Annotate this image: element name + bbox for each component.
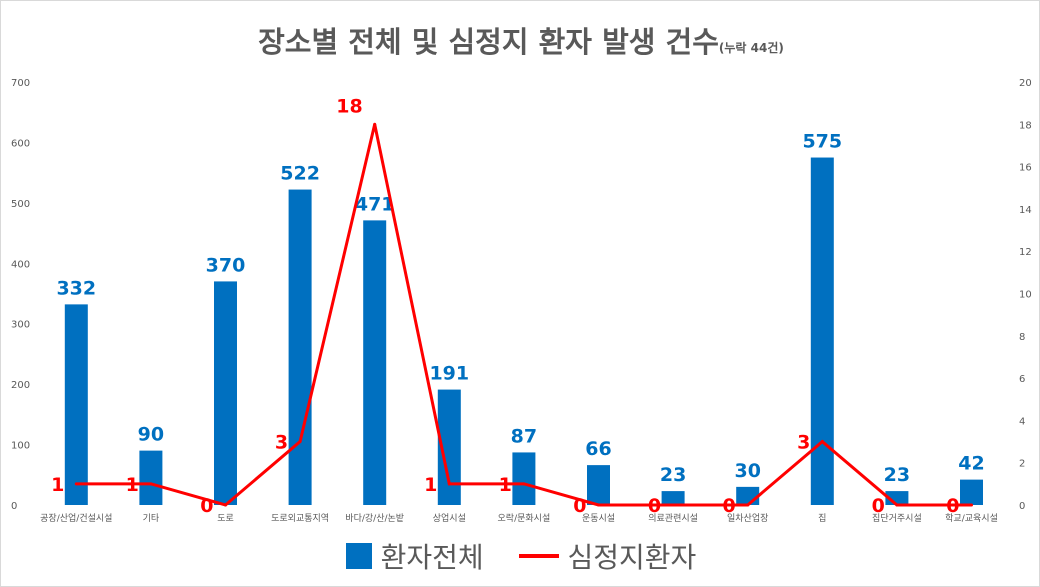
y2-tick-label: 16 xyxy=(1019,163,1032,174)
bar-data-label: 370 xyxy=(206,254,246,276)
legend-bar-swatch xyxy=(345,543,372,569)
line-point xyxy=(224,503,227,507)
bar-data-label: 191 xyxy=(429,363,469,385)
line-point xyxy=(149,482,153,486)
bar xyxy=(587,465,610,505)
legend-bar-label: 환자전체 xyxy=(380,541,484,574)
bar-data-label: 522 xyxy=(280,163,320,185)
y2-tick-label: 0 xyxy=(1019,501,1025,512)
y2-tick-label: 6 xyxy=(1019,374,1025,385)
line-point xyxy=(746,503,750,507)
y-tick-label: 200 xyxy=(11,380,30,391)
bar-data-label: 471 xyxy=(355,193,395,215)
y-tick-label: 600 xyxy=(11,138,30,149)
y2-tick-label: 12 xyxy=(1019,247,1032,258)
line-point xyxy=(820,440,824,444)
line-point xyxy=(74,482,78,486)
bar xyxy=(661,491,685,505)
line-data-label: 1 xyxy=(499,474,512,496)
chart-subtitle: (누락 44건) xyxy=(718,41,784,55)
x-tick-label: 오락/문화시설 xyxy=(498,512,551,524)
line-data-label: 18 xyxy=(336,95,362,117)
bar-data-label: 90 xyxy=(138,424,164,446)
x-tick-label: 의료관련시설 xyxy=(648,513,698,524)
line-data-label: 0 xyxy=(872,495,885,517)
x-tick-label: 상업시설 xyxy=(433,513,466,524)
line-point xyxy=(298,440,302,444)
y2-tick-label: 20 xyxy=(1019,78,1032,89)
bar xyxy=(736,486,760,505)
line-point xyxy=(447,482,451,486)
bar xyxy=(810,157,834,506)
legend-line-label: 심정지환자 xyxy=(567,541,697,574)
line-data-label: 0 xyxy=(946,495,959,517)
y-tick-label: 700 xyxy=(11,78,30,89)
y2-tick-label: 18 xyxy=(1019,120,1032,131)
bar xyxy=(288,189,312,505)
bar-data-label: 42 xyxy=(958,453,984,475)
y-tick-label: 500 xyxy=(11,199,30,210)
bar xyxy=(214,281,237,505)
x-tick-label: 집단거주시설 xyxy=(872,512,922,524)
legend: 환자전체 심정지환자 xyxy=(1,536,1039,576)
chart-title: 장소별 전체 및 심정지 환자 발생 건수(누락 44건) xyxy=(258,25,784,59)
x-tick-label: 도로외교통지역 xyxy=(271,512,329,524)
line-data-label: 0 xyxy=(648,495,661,517)
line-data-label: 1 xyxy=(51,474,64,496)
y2-tick-label: 8 xyxy=(1019,332,1025,343)
line-point xyxy=(522,482,526,486)
line-data-label: 0 xyxy=(722,495,735,517)
line-point xyxy=(597,503,600,507)
line-data-label: 3 xyxy=(275,432,288,454)
line-data-label: 0 xyxy=(200,495,213,517)
y2-tick-label: 10 xyxy=(1019,290,1032,301)
line-point xyxy=(895,503,899,507)
bar xyxy=(363,220,387,506)
bar xyxy=(512,452,536,505)
line-data-label: 0 xyxy=(573,495,586,517)
line-point xyxy=(373,122,377,126)
x-tick-label: 집 xyxy=(818,512,826,524)
line-data-label: 3 xyxy=(797,432,810,454)
bar xyxy=(960,479,983,505)
line-data-label: 1 xyxy=(126,474,139,496)
bar xyxy=(139,450,163,505)
legend-line-swatch xyxy=(518,554,559,558)
bar xyxy=(64,304,88,505)
y2-tick-label: 2 xyxy=(1019,459,1025,470)
line-series xyxy=(76,123,972,507)
line-point xyxy=(671,503,675,507)
x-tick-label: 도로 xyxy=(217,514,234,524)
x-tick-label: 운동시설 xyxy=(582,513,615,524)
x-tick-label: 학교/교육시설 xyxy=(945,513,998,524)
bar-data-label: 23 xyxy=(884,464,910,486)
bar-data-label: 575 xyxy=(802,131,842,153)
y-tick-label: 400 xyxy=(11,259,30,270)
line-data-label: 1 xyxy=(424,474,437,496)
y-tick-label: 300 xyxy=(11,320,30,331)
bar-data-label: 66 xyxy=(585,438,611,460)
line-point xyxy=(970,503,973,507)
x-tick-label: 기타 xyxy=(143,513,160,524)
bar-data-label: 87 xyxy=(511,425,537,447)
bar xyxy=(437,389,461,505)
bar-data-label: 332 xyxy=(56,277,96,299)
bar-data-label: 23 xyxy=(660,464,686,486)
y-tick-label: 100 xyxy=(11,441,30,452)
y2-tick-label: 4 xyxy=(1019,416,1025,427)
y2-tick-label: 14 xyxy=(1019,205,1032,216)
bar-data-label: 30 xyxy=(734,460,760,482)
x-tick-label: 바다/강/산/논밭 xyxy=(345,513,404,524)
x-tick-label: 일차산업장 xyxy=(727,512,768,524)
x-tick-label: 공장/산업/건설시설 xyxy=(40,513,112,524)
y-tick-label: 0 xyxy=(11,501,17,512)
